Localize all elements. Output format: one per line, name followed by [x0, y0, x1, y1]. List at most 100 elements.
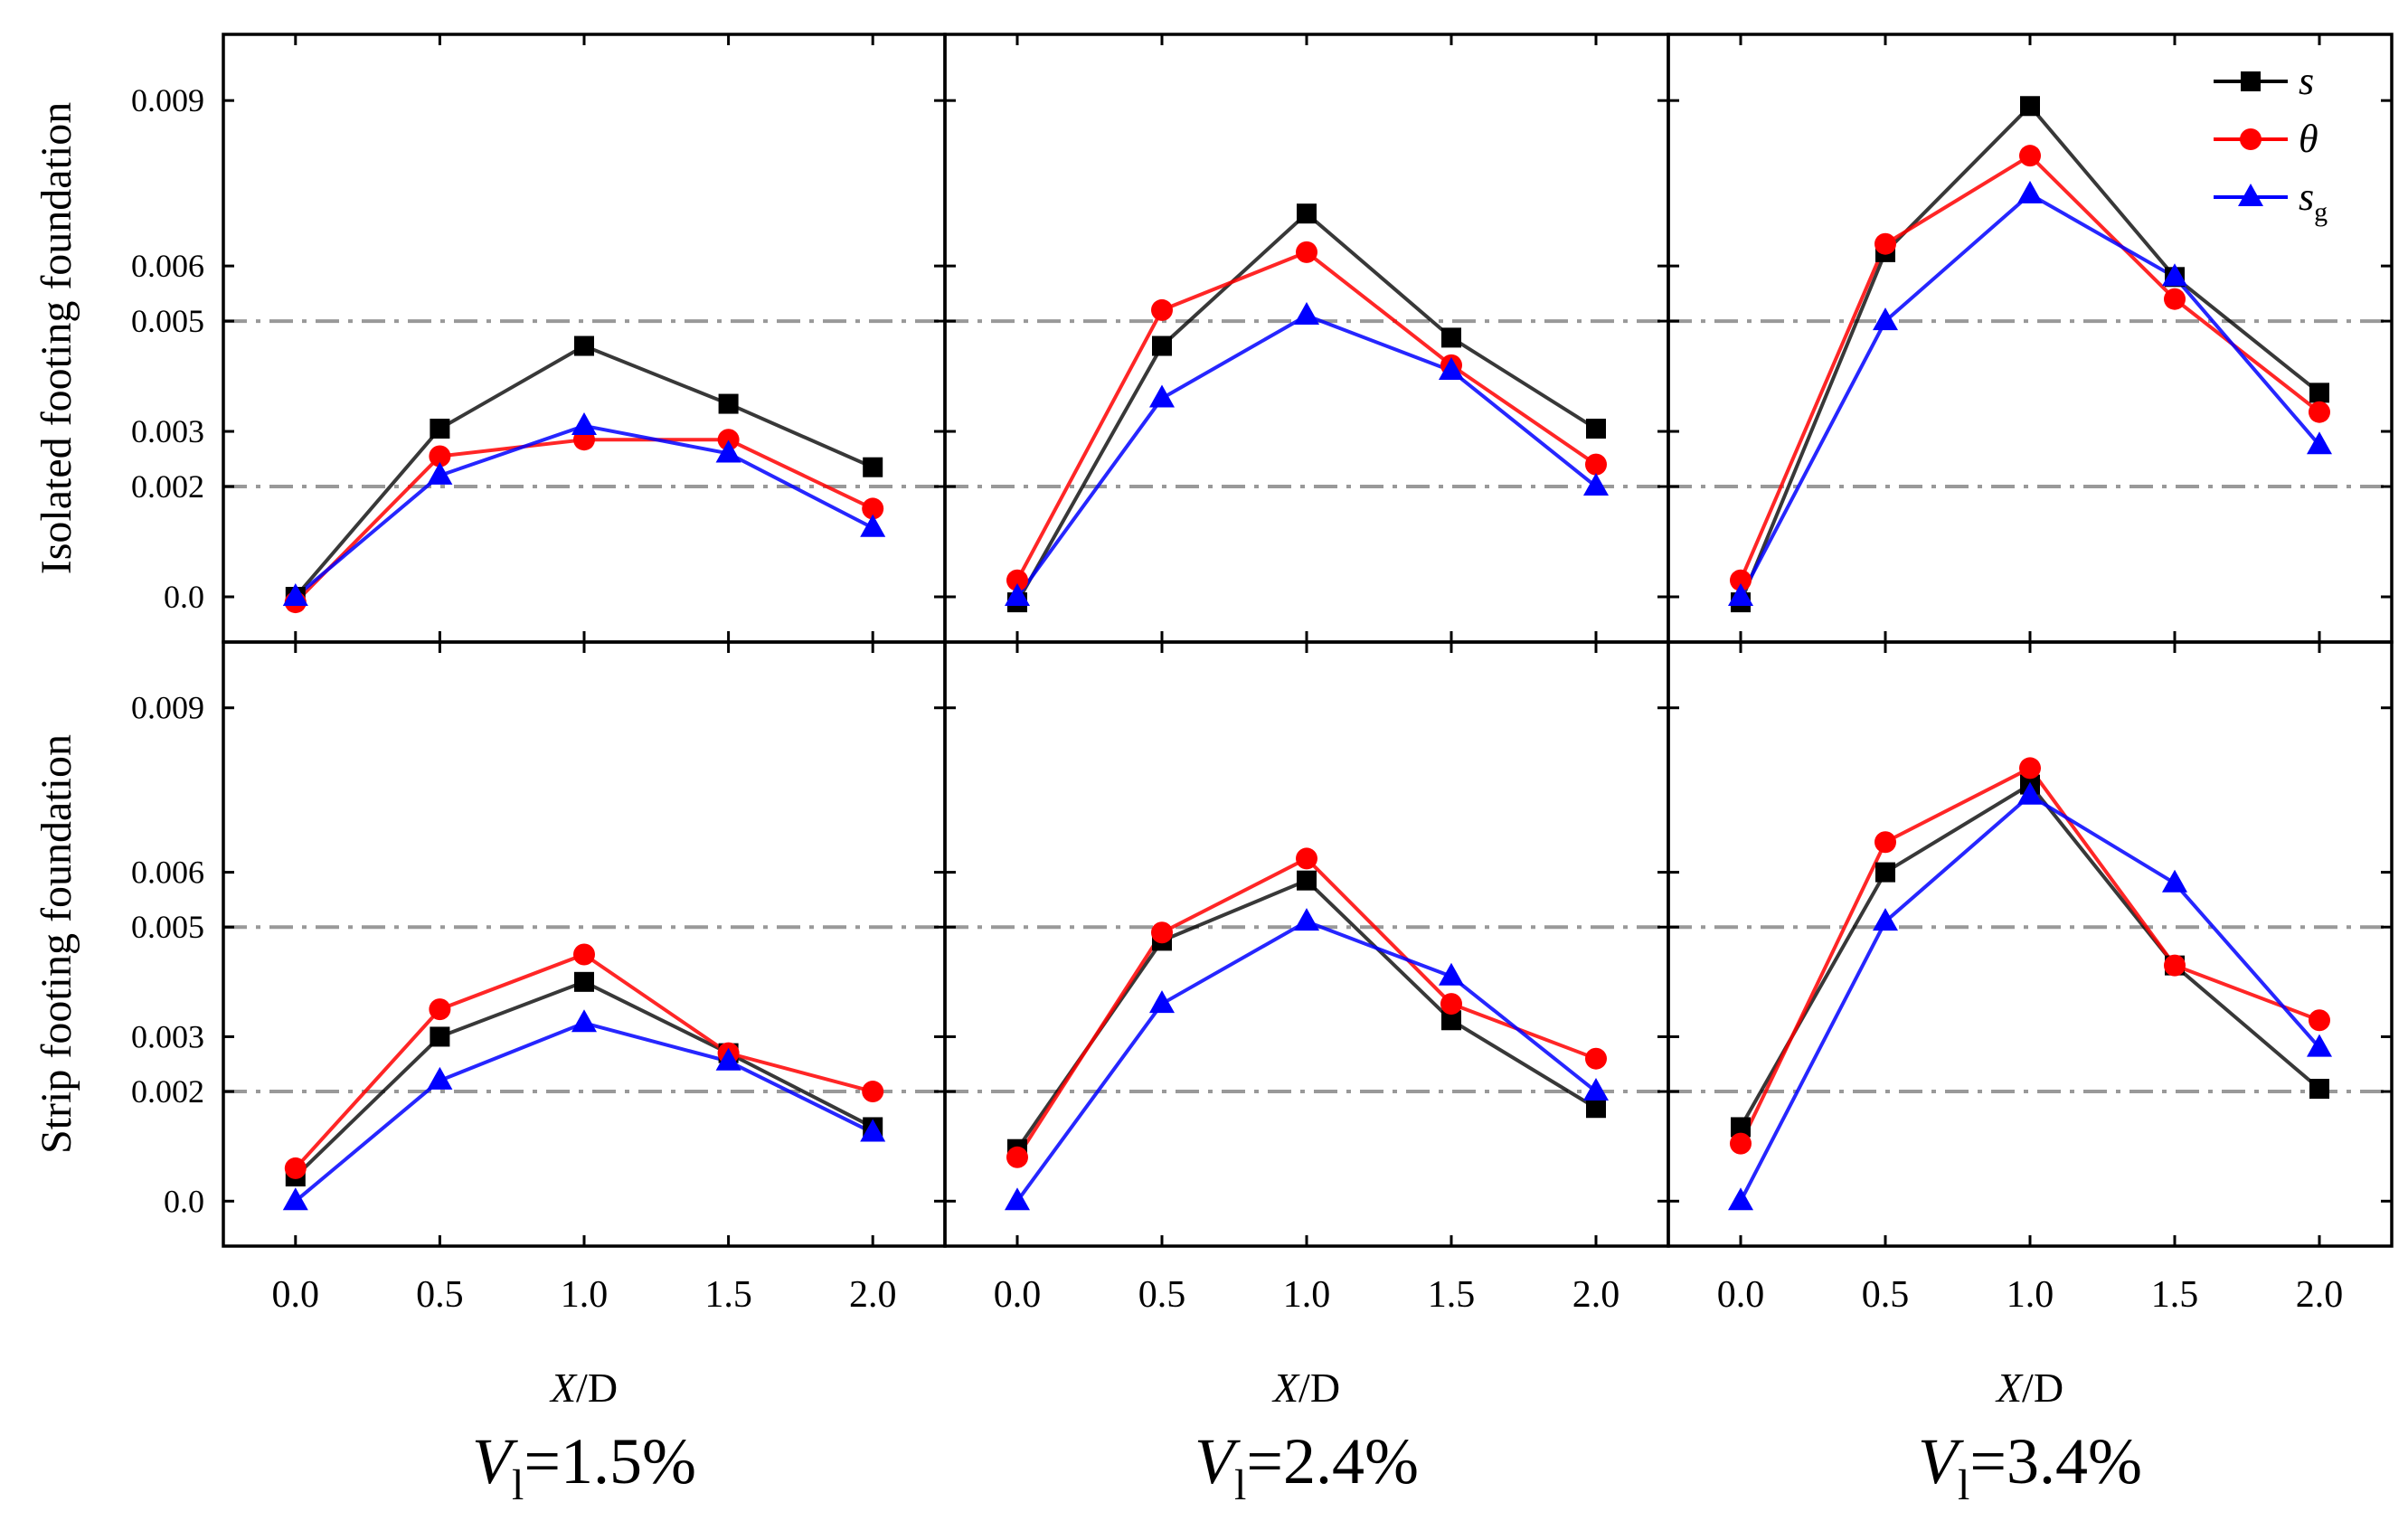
x-tick-label: 2.0	[1572, 1274, 1620, 1316]
x-axis-label: X/D	[1271, 1365, 1340, 1411]
data-point-sg	[2307, 1034, 2332, 1057]
data-point-theta	[1296, 847, 1317, 870]
data-point-sg	[1005, 582, 1030, 606]
x-tick-label: 0.0	[272, 1274, 320, 1316]
series-line-sg	[294, 1021, 874, 1203]
series-line-theta	[1739, 766, 2320, 1145]
data-point-sg	[715, 1047, 741, 1071]
data-point-theta	[573, 943, 595, 966]
y-tick-label: 0.005	[131, 303, 204, 339]
x-tick-label: 1.5	[1428, 1274, 1476, 1316]
legend-label-sg: sg	[2299, 175, 2328, 227]
series-line-s	[1015, 212, 1598, 604]
data-point-theta	[429, 998, 451, 1021]
x-tick-label: 1.0	[561, 1274, 609, 1316]
series-line-sg	[1015, 920, 1598, 1203]
series-line-sg	[1015, 313, 1598, 599]
data-point-theta	[429, 445, 451, 468]
data-point-theta	[1874, 232, 1896, 255]
data-point-sg	[1728, 1187, 1753, 1211]
data-point-theta	[2309, 1009, 2330, 1032]
x-tick-label: 0.0	[1717, 1274, 1765, 1316]
legend-marker-sg	[2238, 184, 2263, 206]
data-point-theta	[1730, 1132, 1752, 1155]
data-point-s	[1441, 327, 1461, 348]
data-point-s	[1441, 1010, 1461, 1031]
data-point-sg	[1728, 582, 1753, 606]
data-point-s	[430, 419, 450, 439]
data-point-sg	[1005, 1187, 1030, 1211]
data-point-s	[1586, 1098, 1606, 1119]
data-point-sg	[282, 582, 308, 606]
row-label: Strip footing foundation	[33, 734, 80, 1154]
data-point-sg	[1294, 301, 1319, 325]
series-line-theta	[1015, 856, 1597, 1158]
data-point-s	[1297, 203, 1317, 224]
x-tick-label: 1.5	[704, 1274, 752, 1316]
vl-label: Vl=1.5%	[472, 1425, 696, 1509]
data-point-sg	[1149, 990, 1175, 1014]
data-point-s	[2309, 1079, 2329, 1100]
panel-frame	[943, 640, 1670, 1248]
y-tick-label: 0.006	[131, 855, 204, 891]
data-point-theta	[1151, 298, 1173, 321]
data-point-sg	[860, 1119, 886, 1142]
data-point-theta	[1585, 1047, 1607, 1070]
data-point-theta	[1006, 1146, 1028, 1168]
panel-frame	[1667, 640, 2394, 1248]
data-point-sg	[1873, 908, 1898, 931]
data-point-sg	[2017, 180, 2043, 203]
x-tick-label: 0.0	[994, 1274, 1042, 1316]
data-point-theta	[862, 497, 884, 520]
data-point-sg	[2162, 263, 2187, 287]
data-point-theta	[1440, 993, 1462, 1016]
data-point-sg	[1583, 473, 1609, 496]
series-line-s	[1739, 104, 2321, 603]
x-tick-label: 2.0	[849, 1274, 897, 1316]
data-point-sg	[2307, 431, 2332, 455]
data-point-theta	[1585, 453, 1607, 476]
y-tick-label: 0.002	[131, 1073, 204, 1110]
legend-marker-theta	[2240, 128, 2262, 150]
data-point-s	[2309, 383, 2329, 403]
data-point-sg	[571, 411, 597, 435]
row-label: Isolated footing foundation	[33, 102, 80, 575]
data-point-sg	[715, 439, 741, 463]
data-point-theta	[1151, 921, 1173, 944]
y-tick-label: 0.0	[164, 1183, 204, 1219]
data-point-s	[1731, 1117, 1751, 1138]
x-tick-label: 1.0	[1283, 1274, 1331, 1316]
data-point-theta	[1730, 569, 1752, 591]
data-point-theta	[862, 1081, 884, 1103]
vl-label: Vl=2.4%	[1195, 1425, 1419, 1509]
data-point-sg	[1294, 908, 1319, 931]
x-tick-label: 0.5	[416, 1274, 464, 1316]
x-tick-label: 0.5	[1862, 1274, 1910, 1316]
panel-frame	[943, 33, 1670, 644]
data-point-sg	[1439, 356, 1464, 380]
data-point-theta	[2019, 757, 2041, 779]
legend-marker-s	[2241, 71, 2261, 91]
data-point-theta	[1874, 831, 1896, 854]
x-tick-label: 2.0	[2296, 1274, 2344, 1316]
x-axis-label: X/D	[1995, 1365, 2063, 1411]
data-point-sg	[571, 1009, 597, 1033]
data-point-theta	[2164, 288, 2186, 310]
data-point-theta	[717, 429, 740, 451]
legend-label-s: s	[2299, 59, 2314, 103]
panel-frame	[1667, 33, 2394, 644]
series-line-s	[1739, 782, 2321, 1129]
y-tick-label: 0.005	[131, 909, 204, 945]
data-point-sg	[1583, 1078, 1609, 1101]
x-tick-label: 1.5	[2151, 1274, 2199, 1316]
data-point-s	[574, 971, 594, 992]
y-tick-label: 0.0	[164, 579, 204, 615]
legend-label-theta: θ	[2299, 117, 2318, 161]
x-tick-label: 0.5	[1138, 1274, 1186, 1316]
series-line-theta	[294, 438, 874, 604]
data-point-theta	[1296, 241, 1317, 263]
y-tick-label: 0.003	[131, 413, 204, 449]
data-point-sg	[2017, 781, 2043, 805]
data-point-sg	[860, 514, 886, 537]
